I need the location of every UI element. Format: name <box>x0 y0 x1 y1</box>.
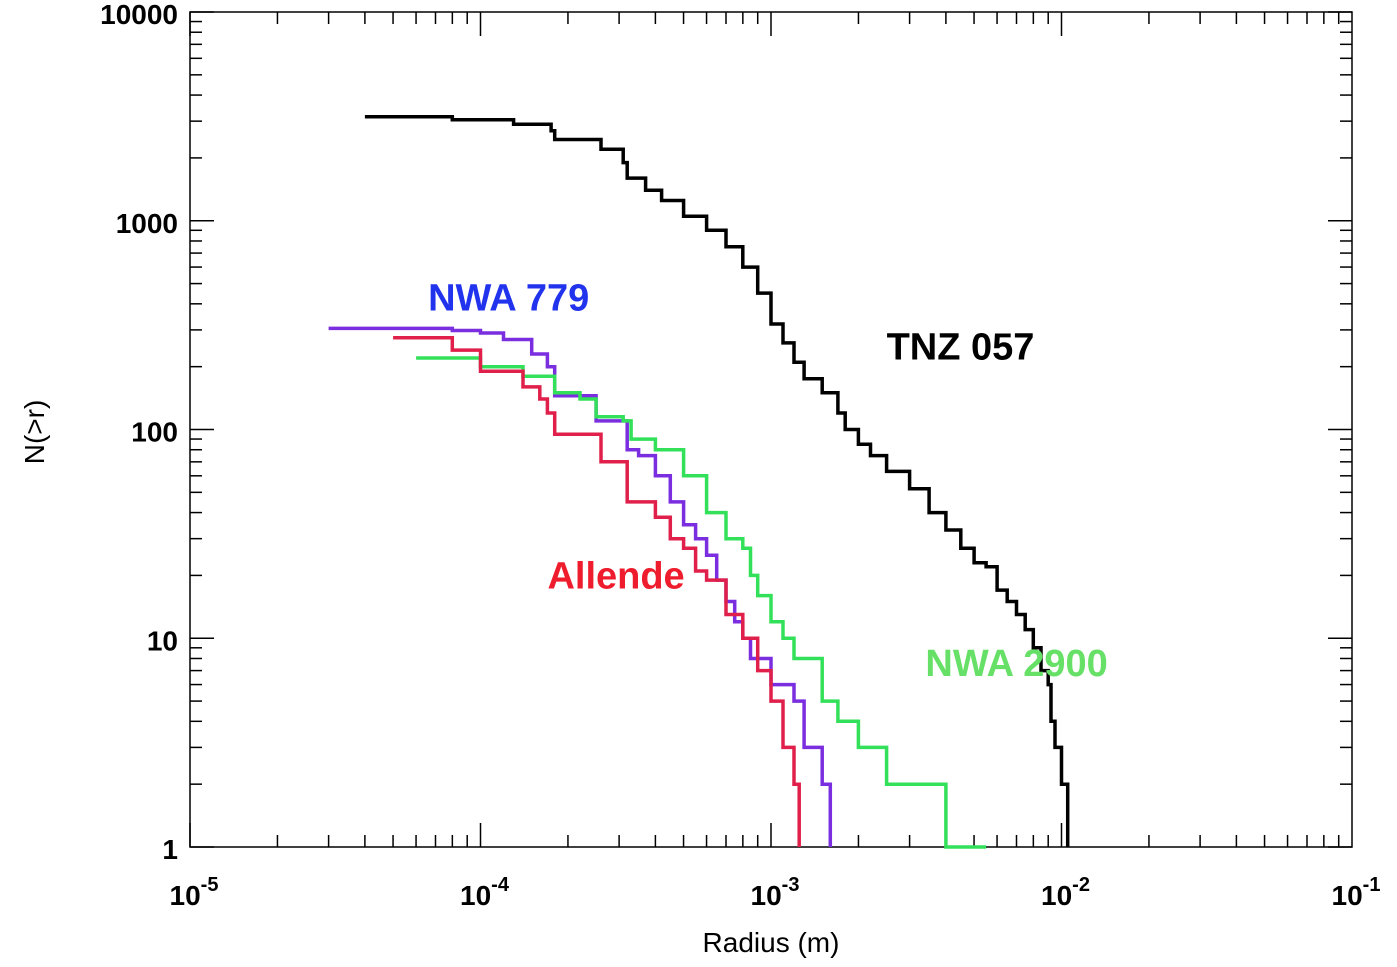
annotation-group: TNZ 057 NWA 779 NWA 2900 Allende <box>428 277 1108 685</box>
series-label-allende: Allende <box>547 555 684 597</box>
y-tick-label: 100 <box>131 417 178 448</box>
series-label-nwa-779: NWA 779 <box>428 277 589 319</box>
plot-frame <box>189 11 1353 848</box>
x-tick-label: 10-3 <box>751 874 800 911</box>
x-axis-title: Radius (m) <box>703 927 840 958</box>
series-label-tnz-057: TNZ 057 <box>887 326 1035 368</box>
x-tick-label: 10-5 <box>170 874 219 911</box>
y-axis: 1 10 100 1000 10000 <box>100 0 1352 865</box>
y-tick-label: 10000 <box>100 0 178 30</box>
series-label-nwa-2900: NWA 2900 <box>925 643 1107 685</box>
x-tick-label: 10-1 <box>1332 874 1381 911</box>
series-line-allende <box>393 336 801 847</box>
series-line-nwa-2900 <box>416 356 987 849</box>
y-axis-title: N(>r) <box>19 400 50 465</box>
plot-border <box>189 11 1353 848</box>
y-tick-label: 1 <box>162 834 178 865</box>
series-line-tnz-057 <box>364 114 1070 847</box>
x-tick-label: 10-2 <box>1041 874 1090 911</box>
x-tick-label: 10-4 <box>460 874 510 911</box>
y-tick-label: 10 <box>147 625 178 656</box>
x-axis: 10-5 10-4 10-3 10-2 10-1 <box>170 12 1381 911</box>
y-tick-label: 1000 <box>116 208 178 239</box>
series-group <box>328 114 1070 849</box>
